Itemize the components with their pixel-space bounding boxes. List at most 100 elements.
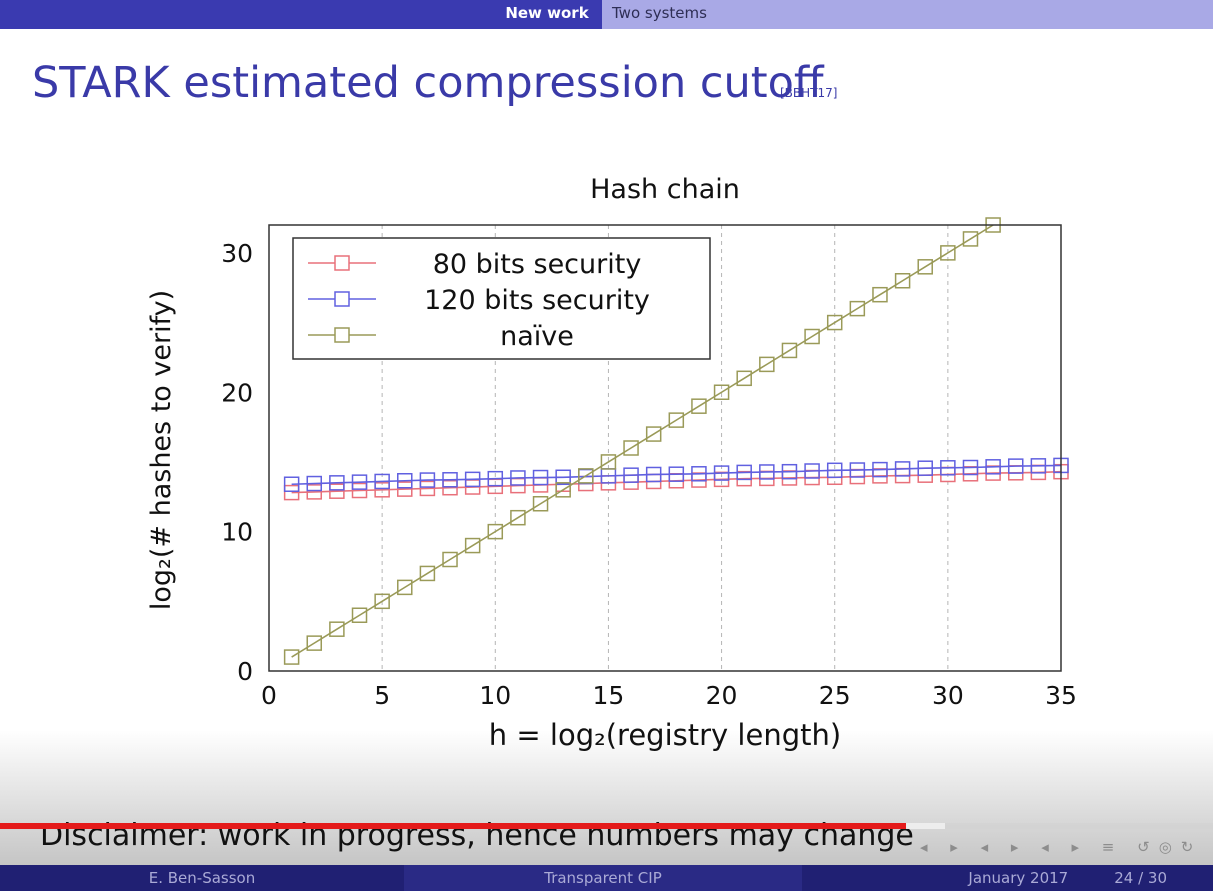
data-point-marker [826,314,843,331]
data-point-marker [894,461,911,477]
data-point-marker [962,231,979,247]
y-tick-label: 0 [237,657,253,686]
progress-played [0,823,907,829]
data-point-marker [781,463,798,480]
data-point-marker [306,484,323,500]
data-point-marker [510,509,526,526]
data-point-marker [510,470,526,486]
data-point-marker [464,537,481,554]
data-point-marker [736,464,752,481]
x-tick-label: 30 [932,681,964,710]
top-navigation-bar: New work Two systems [0,0,1213,29]
legend-box [292,237,711,360]
data-point-marker [940,460,956,476]
data-point-marker [419,565,436,582]
slide-title: STARK estimated compression cutoff [32,58,824,108]
data-point-marker [600,454,617,470]
data-point-marker [736,370,752,387]
data-point-marker [397,473,413,489]
data-point-marker [442,551,458,568]
legend-swatch-marker [334,327,350,343]
data-point-marker [487,523,504,540]
data-point-marker [374,473,390,490]
y-tick-label: 30 [221,239,253,268]
data-point-marker [849,300,866,317]
data-point-marker [306,635,323,651]
data-point-marker [826,462,843,479]
footer-bar: E. Ben-Sasson Transparent CIP January 20… [0,865,1213,891]
data-point-marker [781,342,798,359]
data-point-marker [329,483,345,499]
data-point-marker [894,273,911,289]
chart-title: Hash chain [590,174,740,205]
data-point-marker [759,464,775,480]
x-axis-label: h = log₂(registry length) [489,718,841,752]
data-point-marker [759,356,775,373]
data-point-marker [442,479,458,496]
footer-date: January 2017 [968,869,1069,887]
tab-two-systems[interactable]: Two systems [612,4,707,22]
data-point-marker [283,484,300,501]
footer-date-page: January 2017 24 / 30 [802,865,1213,891]
x-tick-label: 20 [706,681,738,710]
legend-swatch-marker [334,255,350,271]
data-point-marker [351,474,368,490]
legend-label: naïve [500,321,574,352]
x-tick-label: 5 [374,681,390,710]
data-point-marker [555,482,571,498]
data-point-marker [578,468,594,484]
data-point-marker [283,476,300,492]
data-point-marker [668,412,685,428]
data-point-marker [872,461,888,478]
data-point-marker [691,466,707,482]
data-point-marker [645,426,662,442]
data-point-marker [985,459,1001,475]
data-point-marker [329,621,345,637]
legend-swatch-marker [334,291,350,307]
data-point-marker [306,475,323,492]
plot-frame [268,224,1062,672]
data-point-marker [849,462,866,478]
data-point-marker [713,384,730,400]
legend: 80 bits security 120 bits security naïve [292,237,711,360]
data-point-marker [419,480,436,497]
series-line [291,224,994,658]
data-point-marker [804,463,820,479]
data-point-marker [962,459,979,476]
video-overlay-gradient [0,730,1213,870]
data-point-marker [397,481,413,497]
legend-label: 80 bits security [433,249,642,280]
y-tick-label: 10 [221,518,253,547]
x-tick-label: 15 [593,681,625,710]
legend-entries: 80 bits security 120 bits security naïve [308,249,650,352]
data-point-marker [645,466,662,483]
data-point-marker [283,649,300,665]
data-point-marker [668,466,685,482]
data-point-marker [397,579,413,596]
footer-talk-title: Transparent CIP [404,865,802,891]
beamer-navigation-icons[interactable]: ◂ ▸ ◂ ▸ ◂ ▸ ≡ ↺◎↻ [920,838,1203,856]
data-point-marker [713,465,730,481]
video-progress-bar[interactable] [0,823,1213,829]
x-tick-label: 25 [819,681,851,710]
data-point-marker [1030,458,1047,474]
footer-author: E. Ben-Sasson [0,865,404,891]
data-point-marker [329,475,345,491]
navbar-left-section [0,0,492,29]
data-point-marker [1007,458,1024,474]
x-tick-label: 0 [261,681,277,710]
data-point-marker [804,328,820,345]
data-point-marker [917,460,933,476]
x-tick-label: 10 [479,681,511,710]
citation: [BBHT17] [780,86,838,100]
data-point-marker [623,467,639,483]
data-point-marker [419,472,436,488]
data-point-marker [555,469,571,486]
data-point-marker [940,245,956,261]
tab-new-work[interactable]: New work [492,0,602,29]
data-point-marker [374,482,390,498]
data-point-marker [532,469,549,486]
data-point-marker [623,440,639,456]
data-point-marker [917,259,933,275]
